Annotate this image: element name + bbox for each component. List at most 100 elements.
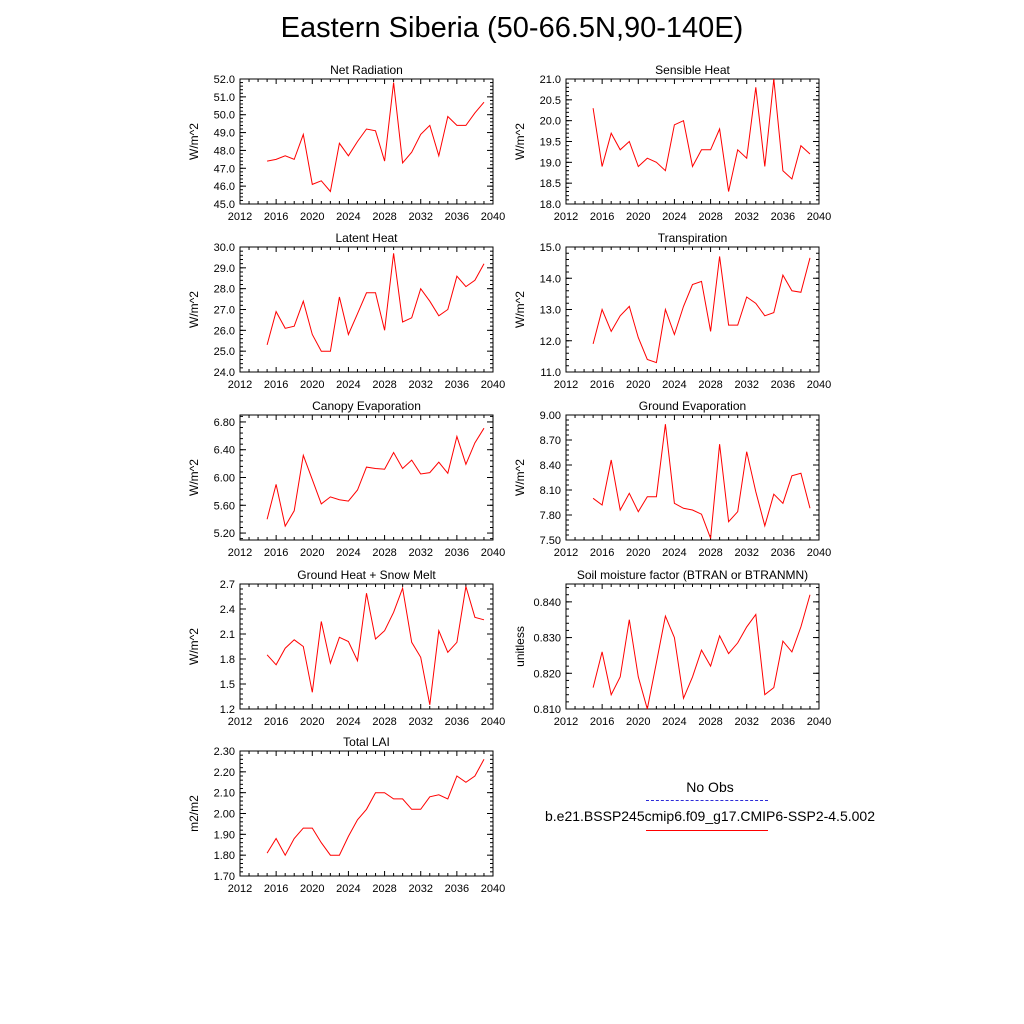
x-tick-label: 2032 (734, 716, 758, 728)
y-tick-label: 30.0 (214, 242, 235, 254)
y-tick-label: 0.840 (533, 597, 561, 609)
x-tick-label: 2012 (554, 547, 578, 559)
y-tick-label: 26.0 (214, 325, 235, 337)
x-tick-label: 2016 (590, 716, 614, 728)
series-line (592, 594, 811, 710)
x-tick-label: 2016 (264, 883, 288, 895)
x-tick-label: 2024 (336, 716, 360, 728)
chart-title: Ground Evaporation (639, 399, 746, 413)
y-tick-label: 20.5 (540, 95, 561, 107)
y-tick-label: 0.830 (533, 633, 561, 645)
x-tick-label: 2016 (590, 379, 614, 391)
x-tick-label: 2036 (445, 547, 469, 559)
x-tick-label: 2040 (807, 379, 831, 391)
y-tick-label: 5.60 (214, 500, 235, 512)
chart-title: Total LAI (343, 735, 390, 749)
x-tick-label: 2032 (408, 379, 432, 391)
series-line (592, 256, 811, 364)
legend-model-label: b.e21.BSSP245cmip6.f09_g17.CMIP6-SSP2-4.… (545, 808, 875, 824)
chart-title: Latent Heat (335, 231, 398, 245)
x-tick-label: 2012 (228, 883, 252, 895)
plot-frame (565, 246, 820, 373)
x-tick-label: 2028 (372, 379, 396, 391)
plot-frame (239, 750, 494, 877)
x-tick-label: 2016 (264, 716, 288, 728)
x-tick-label: 2016 (590, 547, 614, 559)
x-tick-label: 2024 (336, 883, 360, 895)
series-line (266, 759, 485, 857)
y-tick-label: 2.7 (220, 579, 235, 591)
x-tick-label: 2040 (807, 716, 831, 728)
x-tick-label: 2024 (662, 547, 686, 559)
x-tick-label: 2020 (626, 211, 650, 223)
chart-panel: Total LAI m2/m2 2012 2016 2020 2024 2028 2032 20… (187, 735, 505, 895)
x-tick-label: 2020 (300, 883, 324, 895)
plot-frame (239, 78, 494, 205)
x-tick-label: 2036 (445, 211, 469, 223)
chart-panel: Soil moisture factor (BTRAN or BTRANMN) u… (513, 568, 831, 728)
legend-model-line (646, 830, 768, 831)
x-tick-label: 2024 (662, 716, 686, 728)
legend-obs-line (646, 800, 768, 801)
page-title: Eastern Siberia (50-66.5N,90-140E) (280, 12, 744, 44)
y-tick-label: 12.0 (540, 336, 561, 348)
series-line (266, 427, 485, 528)
x-tick-label: 2024 (662, 211, 686, 223)
y-tick-label: 6.80 (214, 417, 235, 429)
y-tick-label: 6.40 (214, 445, 235, 457)
y-axis-label: W/m^2 (513, 459, 527, 496)
x-tick-label: 2036 (771, 379, 795, 391)
x-tick-label: 2032 (408, 716, 432, 728)
x-tick-label: 2036 (445, 883, 469, 895)
y-axis-label: W/m^2 (187, 628, 201, 665)
x-tick-label: 2036 (771, 211, 795, 223)
y-tick-label: 8.70 (540, 435, 561, 447)
y-tick-label: 51.0 (214, 92, 235, 104)
y-tick-label: 18.5 (540, 178, 561, 190)
x-tick-label: 2032 (408, 883, 432, 895)
y-tick-label: 7.80 (540, 510, 561, 522)
y-tick-label: 19.0 (540, 157, 561, 169)
x-tick-label: 2040 (807, 211, 831, 223)
x-tick-label: 2020 (626, 379, 650, 391)
x-tick-label: 2016 (264, 547, 288, 559)
x-tick-label: 2040 (481, 211, 505, 223)
y-axis-label: W/m^2 (513, 291, 527, 328)
x-tick-label: 2036 (771, 547, 795, 559)
x-tick-label: 2020 (626, 716, 650, 728)
chart-panel: Transpiration W/m^2 2012 2016 2020 2024 2028 20… (513, 231, 831, 391)
x-tick-label: 2024 (336, 547, 360, 559)
y-tick-label: 25.0 (214, 346, 235, 358)
x-tick-label: 2016 (264, 211, 288, 223)
plot-frame (565, 414, 820, 541)
series-line (266, 586, 485, 705)
y-tick-label: 14.0 (540, 273, 561, 285)
x-tick-label: 2028 (698, 379, 722, 391)
chart-panel: Latent Heat W/m^2 2012 2016 2020 2024 2028 2032… (187, 231, 505, 391)
y-axis-label: W/m^2 (187, 291, 201, 328)
x-tick-label: 2024 (336, 211, 360, 223)
chart-title: Ground Heat + Snow Melt (297, 568, 436, 582)
y-axis-label: W/m^2 (187, 459, 201, 496)
x-tick-label: 2020 (626, 547, 650, 559)
y-tick-label: 1.70 (214, 871, 235, 883)
y-axis-label: W/m^2 (513, 123, 527, 160)
x-tick-label: 2012 (554, 379, 578, 391)
chart-panel: Ground Heat + Snow Melt W/m^2 2012 2016 2020… (187, 568, 505, 728)
chart-title: Transpiration (658, 231, 728, 245)
x-tick-label: 2036 (445, 379, 469, 391)
chart-title: Net Radiation (330, 63, 403, 77)
chart-panel: Net Radiation W/m^2 2012 2016 2020 2024 2028 20… (187, 63, 505, 223)
y-tick-label: 2.10 (214, 788, 235, 800)
y-tick-label: 13.0 (540, 305, 561, 317)
y-tick-label: 9.00 (540, 410, 561, 422)
x-tick-label: 2024 (336, 379, 360, 391)
legend-obs-label: No Obs (686, 779, 734, 795)
x-tick-label: 2032 (734, 379, 758, 391)
y-tick-label: 52.0 (214, 74, 235, 86)
y-tick-label: 5.20 (214, 528, 235, 540)
y-tick-label: 11.0 (540, 367, 561, 379)
chart-title: Canopy Evaporation (312, 399, 421, 413)
x-tick-label: 2032 (734, 547, 758, 559)
